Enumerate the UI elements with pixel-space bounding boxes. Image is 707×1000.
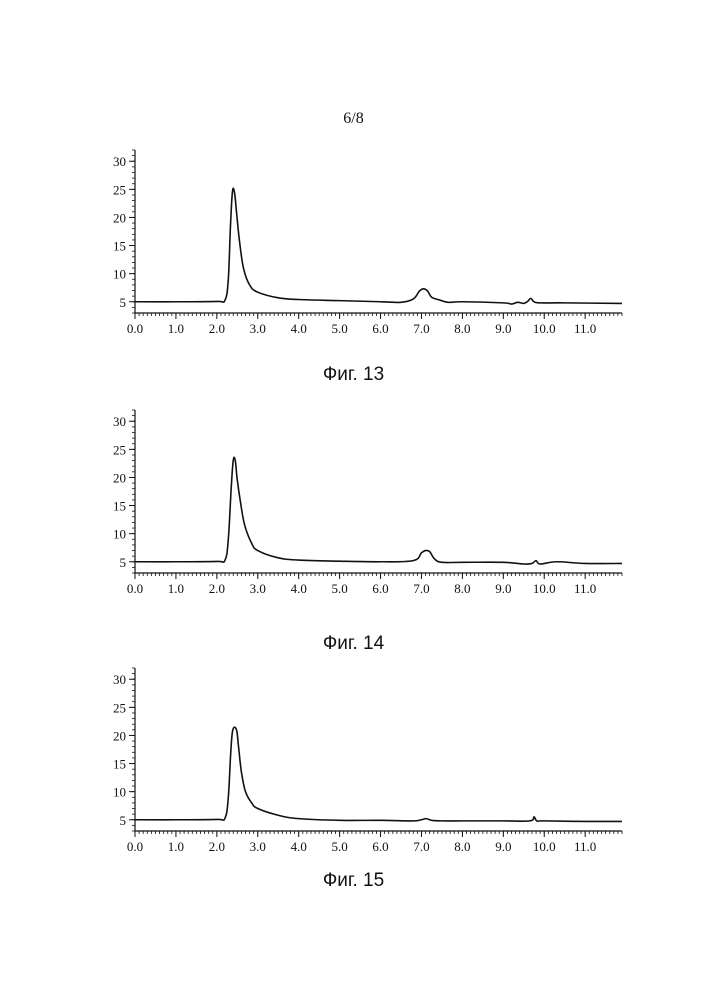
x-tick-label: 4.0 — [291, 321, 307, 336]
y-tick-label: 20 — [113, 728, 126, 743]
x-tick-label: 4.0 — [291, 581, 307, 596]
x-tick-label: 1.0 — [168, 839, 184, 854]
x-tick-label: 10.0 — [533, 581, 556, 596]
x-tick-label: 7.0 — [413, 321, 429, 336]
page-number: 6/8 — [0, 110, 707, 128]
x-tick-label: 2.0 — [209, 581, 225, 596]
x-tick-label: 6.0 — [372, 581, 388, 596]
x-tick-label: 1.0 — [168, 321, 184, 336]
x-tick-label: 6.0 — [372, 321, 388, 336]
x-tick-label: 11.0 — [574, 839, 596, 854]
x-tick-label: 8.0 — [454, 839, 470, 854]
x-tick-label: 0.0 — [127, 839, 143, 854]
y-tick-label: 25 — [113, 442, 126, 457]
chromatogram-chart-13: 0.0 1.0 2.0 3.0 4.0 5.0 6.0 7.0 8.0 9.0 10.0 11.0 5 1… — [0, 140, 707, 340]
y-tick-label: 5 — [120, 295, 127, 310]
series-line — [135, 727, 622, 821]
y-tick-label: 10 — [113, 267, 126, 282]
x-tick-label: 3.0 — [250, 839, 266, 854]
x-tick-label: 3.0 — [250, 581, 266, 596]
x-tick-label: 9.0 — [495, 321, 511, 336]
x-tick-label: 11.0 — [574, 581, 596, 596]
y-tick-label: 20 — [113, 210, 126, 225]
figure-14: 0.0 1.0 2.0 3.0 4.0 5.0 6.0 7.0 8.0 9.0 10.0 11.0 5 1… — [0, 400, 707, 670]
figure-caption-15: Фиг. 15 — [0, 870, 707, 892]
x-tick-label: 0.0 — [127, 321, 143, 336]
x-tick-label: 5.0 — [331, 581, 347, 596]
series-line — [135, 457, 622, 564]
chromatogram-chart-15: 0.0 1.0 2.0 3.0 4.0 5.0 6.0 7.0 8.0 9.0 10.0 11.0 5 1… — [0, 658, 707, 858]
y-tick-label: 30 — [113, 672, 126, 687]
y-tick-label: 15 — [113, 239, 126, 254]
figure-15: 0.0 1.0 2.0 3.0 4.0 5.0 6.0 7.0 8.0 9.0 10.0 11.0 5 1… — [0, 658, 707, 908]
y-tick-label: 30 — [113, 154, 126, 169]
y-tick-label: 30 — [113, 414, 126, 429]
y-tick-label: 25 — [113, 700, 126, 715]
y-tick-label: 25 — [113, 182, 126, 197]
chromatogram-chart-14: 0.0 1.0 2.0 3.0 4.0 5.0 6.0 7.0 8.0 9.0 10.0 11.0 5 1… — [0, 400, 707, 600]
x-tick-label: 9.0 — [495, 839, 511, 854]
x-tick-label: 6.0 — [372, 839, 388, 854]
x-tick-label: 5.0 — [331, 321, 347, 336]
y-tick-label: 15 — [113, 499, 126, 514]
y-tick-label: 10 — [113, 785, 126, 800]
x-tick-label: 1.0 — [168, 581, 184, 596]
y-tick-label: 5 — [120, 555, 127, 570]
x-tick-label: 10.0 — [533, 839, 556, 854]
figure-caption-14: Фиг. 14 — [0, 633, 707, 655]
figure-13: 0.0 1.0 2.0 3.0 4.0 5.0 6.0 7.0 8.0 9.0 10.0 11.0 5 1… — [0, 140, 707, 400]
x-tick-label: 4.0 — [291, 839, 307, 854]
x-tick-label: 11.0 — [574, 321, 596, 336]
series-line — [135, 188, 622, 304]
y-tick-label: 15 — [113, 757, 126, 772]
x-tick-label: 5.0 — [331, 839, 347, 854]
x-tick-label: 0.0 — [127, 581, 143, 596]
x-tick-label: 3.0 — [250, 321, 266, 336]
y-tick-label: 10 — [113, 527, 126, 542]
y-tick-label: 20 — [113, 470, 126, 485]
y-tick-label: 5 — [120, 813, 127, 828]
x-tick-label: 7.0 — [413, 839, 429, 854]
x-tick-label: 10.0 — [533, 321, 556, 336]
x-tick-label: 9.0 — [495, 581, 511, 596]
x-tick-label: 2.0 — [209, 321, 225, 336]
x-tick-label: 7.0 — [413, 581, 429, 596]
x-tick-label: 8.0 — [454, 321, 470, 336]
figure-caption-13: Фиг. 13 — [0, 364, 707, 386]
x-tick-label: 2.0 — [209, 839, 225, 854]
x-tick-label: 8.0 — [454, 581, 470, 596]
